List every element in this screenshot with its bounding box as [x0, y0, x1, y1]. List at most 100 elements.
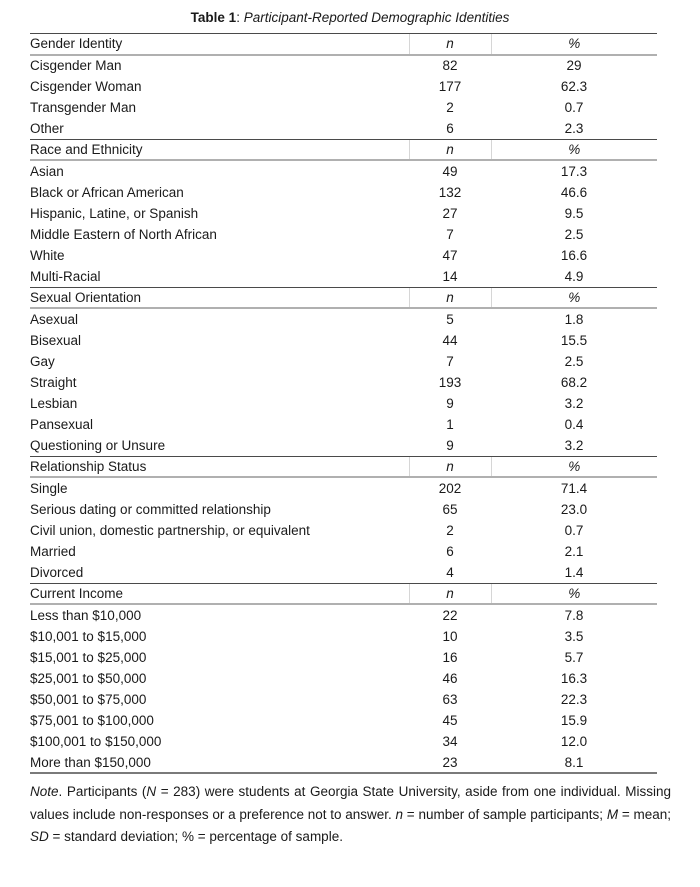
row-label: Cisgender Man — [30, 58, 122, 74]
row-label: $50,001 to $75,000 — [30, 691, 147, 707]
title-colon: : — [236, 10, 244, 25]
demographics-table: Gender Identity n% Cisgender Man 82 29 Cisgen… — [30, 32, 657, 775]
row-label: Cisgender Woman — [30, 78, 142, 94]
row-n-value: 49 — [442, 163, 458, 179]
row-pct-value: 62.3 — [560, 78, 588, 94]
table-row: Asian 49 17.3 — [30, 160, 657, 181]
row-pct-value: 3.5 — [564, 628, 584, 644]
table-row: Hispanic, Latine, or Spanish 27 9.5 — [30, 203, 657, 224]
column-header-n: n — [408, 286, 491, 310]
row-n-value: 9 — [446, 395, 454, 411]
row-label: Less than $10,000 — [30, 607, 142, 623]
table-row: Black or African American 132 46.6 — [30, 181, 657, 202]
table-row: $75,001 to $100,000 45 15.9 — [30, 710, 657, 731]
table-row: Multi-Racial 14 4.9 — [30, 266, 657, 287]
table-section: Race and Ethnicity n% Asian 49 17.3 Black or … — [30, 138, 657, 287]
row-label: White — [30, 247, 65, 263]
note-text-segment: = mean; — [618, 806, 671, 822]
row-n-value: 10 — [442, 628, 458, 644]
row-n-value: 177 — [438, 78, 462, 94]
row-pct-value: 2.5 — [564, 226, 584, 242]
row-pct-value: 22.3 — [560, 691, 588, 707]
section-header-row: Gender Identity n% — [30, 32, 657, 56]
row-n-value: 6 — [446, 543, 454, 559]
table-row: More than $150,000 23 8.1 — [30, 752, 657, 773]
row-pct-value: 2.5 — [564, 353, 584, 369]
table-row: Bisexual 44 15.5 — [30, 329, 657, 350]
row-pct-value: 0.7 — [564, 522, 584, 538]
table-row: Serious dating or committed relationship… — [30, 499, 657, 520]
table-row: Asexual 5 1.8 — [30, 308, 657, 329]
row-label: Lesbian — [30, 395, 78, 411]
row-label: $25,001 to $50,000 — [30, 670, 147, 686]
note-italic-segment: n — [395, 806, 404, 822]
note-text-segment: = number of sample participants; — [403, 806, 607, 822]
row-pct-value: 1.8 — [564, 311, 584, 327]
column-header-pct: % — [490, 286, 657, 310]
row-n-value: 2 — [446, 99, 454, 115]
row-label: Hispanic, Latine, or Spanish — [30, 205, 199, 221]
row-pct-value: 9.5 — [564, 205, 584, 221]
row-label: Single — [30, 481, 68, 497]
column-header-n: n — [408, 455, 491, 479]
row-n-value: 63 — [442, 691, 458, 707]
page: Table 1: Participant-Reported Demographi… — [0, 9, 700, 848]
row-pct-value: 46.6 — [560, 184, 588, 200]
row-label: Transgender Man — [30, 99, 137, 115]
note-text-segment: = standard deviation; % = percentage of … — [48, 829, 343, 845]
row-label: Bisexual — [30, 332, 82, 348]
table-section: Gender Identity n% Cisgender Man 82 29 Cisgen… — [30, 32, 657, 140]
table-title: Table 1: Participant-Reported Demographi… — [0, 9, 700, 27]
note-italic-segment: SD — [30, 829, 49, 845]
table-row: Gay 7 2.5 — [30, 351, 657, 372]
table-row: Other 6 2.3 — [30, 118, 657, 139]
row-n-value: 132 — [438, 184, 462, 200]
table-row: Cisgender Woman 177 62.3 — [30, 76, 657, 97]
table-row: Middle Eastern of North African 7 2.5 — [30, 224, 657, 245]
row-n-value: 1 — [446, 417, 454, 433]
note-italic-segment: N — [146, 784, 157, 800]
column-header-pct: % — [490, 455, 657, 479]
row-pct-value: 3.2 — [564, 437, 584, 453]
table-row: $10,001 to $15,000 10 3.5 — [30, 625, 657, 646]
section-header-row: Race and Ethnicity n% — [30, 138, 657, 162]
row-pct-value: 16.6 — [560, 247, 588, 263]
row-label: $10,001 to $15,000 — [30, 628, 147, 644]
row-n-value: 82 — [442, 58, 458, 74]
table-row: Divorced 4 1.4 — [30, 562, 657, 583]
row-label: Straight — [30, 374, 77, 390]
section-header-row: Current Income n% — [30, 582, 657, 606]
row-n-value: 34 — [442, 734, 458, 750]
row-pct-value: 29 — [566, 58, 582, 74]
section-header-label: Race and Ethnicity — [30, 138, 409, 162]
table-row: Less than $10,000 22 7.8 — [30, 604, 657, 625]
row-n-value: 45 — [442, 713, 458, 729]
column-header-pct: % — [490, 32, 657, 56]
row-label: Serious dating or committed relationship — [30, 501, 271, 517]
table-row: Married 6 2.1 — [30, 541, 657, 562]
note-text-segment: = 283) were students at Georgia State Un… — [30, 784, 671, 822]
row-pct-value: 3.2 — [564, 395, 584, 411]
table-row: Questioning or Unsure 9 3.2 — [30, 435, 657, 456]
row-label: Asian — [30, 163, 64, 179]
column-header-n: n — [408, 138, 491, 162]
row-label: Pansexual — [30, 417, 94, 433]
row-label: $100,001 to $150,000 — [30, 734, 162, 750]
table-row: $50,001 to $75,000 63 22.3 — [30, 689, 657, 710]
row-pct-value: 15.9 — [560, 713, 588, 729]
row-pct-value: 5.7 — [564, 649, 584, 665]
table-row: White 47 16.6 — [30, 245, 657, 266]
column-header-pct: % — [490, 138, 657, 162]
note-text-segment: . Participants ( — [58, 784, 147, 800]
row-n-value: 46 — [442, 670, 458, 686]
row-n-value: 5 — [446, 311, 454, 327]
table-row: Lesbian 9 3.2 — [30, 393, 657, 414]
row-n-value: 9 — [446, 437, 454, 453]
row-n-value: 4 — [446, 564, 454, 580]
row-n-value: 44 — [442, 332, 458, 348]
column-header-n: n — [408, 32, 491, 56]
row-pct-value: 1.4 — [564, 564, 584, 580]
section-header-row: Relationship Status n% — [30, 455, 657, 479]
row-pct-value: 4.9 — [564, 268, 584, 284]
table-note: Note. Participants (N = 283) were studen… — [30, 781, 671, 848]
